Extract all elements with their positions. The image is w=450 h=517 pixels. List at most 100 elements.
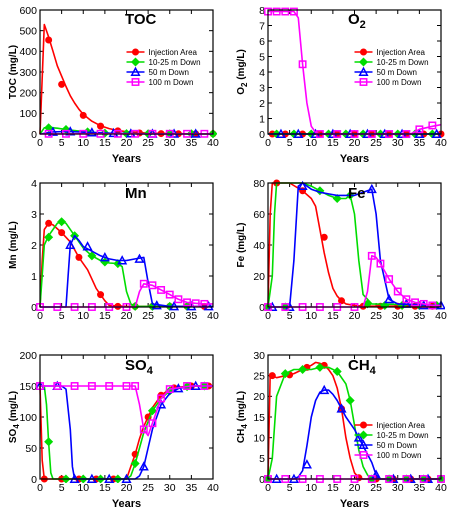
data-point — [384, 293, 395, 304]
data-point — [301, 459, 312, 469]
y-tick-label: 20 — [253, 391, 265, 403]
x-axis-label: Years — [340, 498, 369, 510]
legend-marker — [131, 78, 140, 86]
chart-title: CH4 — [348, 357, 377, 377]
data-point — [353, 432, 364, 442]
y-tick-label: 200 — [19, 350, 37, 362]
data-point — [290, 7, 298, 16]
data-point — [371, 469, 382, 479]
data-point — [183, 298, 192, 307]
data-point — [148, 419, 157, 428]
legend-label: 100 m Down — [377, 451, 422, 460]
y-tick-label: 10 — [253, 432, 265, 444]
y-tick-label: 0 — [31, 129, 37, 141]
x-tick-label: 10 — [77, 137, 89, 149]
y-tick-label: 1 — [31, 271, 37, 283]
series-line-1 — [39, 222, 213, 308]
y-tick-label: 500 — [19, 25, 37, 37]
y-tick-label: 15 — [253, 412, 265, 424]
plot-frame — [267, 9, 442, 135]
data-point — [134, 253, 145, 263]
data-point — [338, 297, 346, 305]
x-tick-label: 20 — [349, 310, 361, 322]
data-point — [157, 286, 166, 294]
y-tick-label: 4 — [31, 178, 37, 190]
x-tick-label: 0 — [37, 137, 43, 149]
x-tick-label: 25 — [142, 137, 154, 149]
data-point — [280, 369, 290, 379]
y-axis-label: SO4 (mg/L) — [8, 391, 21, 443]
data-point — [332, 193, 342, 204]
y-tick-label: 300 — [19, 67, 37, 79]
series-line-2 — [267, 366, 441, 480]
x-tick-label: 40 — [435, 310, 447, 322]
x-tick-label: 0 — [37, 482, 43, 494]
y-tick-label: 0 — [31, 302, 37, 314]
data-point — [97, 122, 105, 130]
y-tick-label: 150 — [19, 381, 37, 393]
plot-frame — [39, 182, 214, 308]
x-tick-label: 20 — [121, 310, 133, 322]
data-point — [366, 183, 377, 194]
x-tick-label: 40 — [435, 137, 447, 149]
y-tick-label: 0 — [259, 302, 265, 314]
chart-panel-1: 0 5 10 15 20 25 30 35 400100200300400500600TOCTO… — [8, 5, 219, 165]
data-point — [57, 217, 67, 227]
chart-panel-3: 0 5 10 15 20 25 30 35 40 0 1 2 3 4 Mn Mn (mg/L) — [8, 178, 219, 322]
y-tick-label: 2 — [259, 98, 265, 110]
data-point — [418, 300, 429, 310]
data-point — [183, 382, 192, 390]
x-tick-label: 25 — [370, 310, 382, 322]
chart-title: SO4 — [125, 357, 154, 377]
x-axis-label: Years — [112, 498, 141, 510]
y-tick-label: 60 — [253, 209, 265, 221]
legend-marker — [358, 57, 369, 67]
x-tick-label: 35 — [414, 310, 426, 322]
legend-label: 100 m Down — [377, 78, 422, 87]
y-axis-label: O2 (mg/L) — [236, 49, 249, 95]
x-tick-label: 15 — [99, 137, 111, 149]
legend-marker — [130, 57, 141, 67]
data-point — [138, 461, 149, 471]
y-tick-label: 20 — [253, 271, 265, 283]
legend-label: 100 m Down — [149, 78, 194, 87]
data-point — [86, 127, 97, 137]
legend-label: 10-25 m Down — [149, 58, 201, 67]
data-point — [139, 279, 148, 288]
y-tick-label: 600 — [19, 5, 37, 17]
data-point — [203, 301, 214, 311]
data-point — [139, 425, 148, 434]
series-line-1 — [39, 385, 213, 480]
x-tick-label: 15 — [327, 310, 339, 322]
y-tick-label: 0 — [31, 474, 37, 486]
y-tick-label: 25 — [253, 370, 265, 382]
x-tick-label: 10 — [77, 482, 89, 494]
data-point — [151, 300, 162, 310]
x-tick-label: 15 — [99, 482, 111, 494]
x-tick-label: 40 — [207, 137, 219, 149]
x-tick-label: 5 — [59, 137, 65, 149]
data-point — [117, 255, 128, 265]
x-tick-label: 25 — [370, 137, 382, 149]
x-tick-label: 10 — [305, 137, 317, 149]
data-point — [45, 36, 53, 44]
y-tick-label: 40 — [253, 240, 265, 252]
legend-label: Injection Area — [377, 48, 426, 57]
x-tick-label: 0 — [265, 310, 271, 322]
data-point — [281, 7, 290, 16]
data-point — [268, 372, 276, 380]
data-point — [428, 301, 437, 310]
x-tick-label: 10 — [77, 310, 89, 322]
x-tick-label: 20 — [349, 482, 361, 494]
data-point — [298, 364, 308, 374]
data-point — [79, 111, 87, 119]
data-point — [169, 301, 180, 311]
legend-marker — [360, 421, 367, 429]
data-point — [165, 290, 174, 299]
data-point — [75, 253, 83, 261]
y-tick-label: 3 — [259, 82, 265, 94]
data-point — [44, 232, 54, 242]
data-point — [44, 123, 54, 133]
